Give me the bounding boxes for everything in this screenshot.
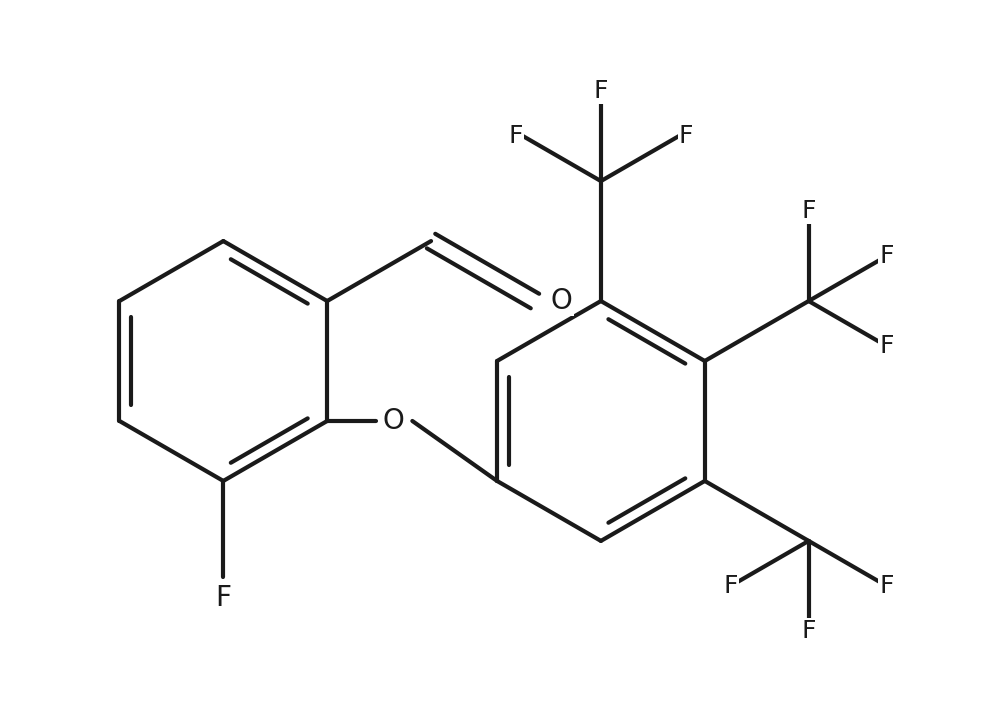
Text: O: O [550,287,572,315]
Text: O: O [382,407,404,435]
Text: F: F [802,199,816,223]
Text: F: F [879,244,893,268]
Text: F: F [879,334,893,358]
Text: F: F [508,124,523,148]
Text: F: F [594,79,609,103]
Text: F: F [802,619,816,643]
Text: F: F [215,585,231,612]
Text: F: F [879,574,893,598]
Text: F: F [679,124,693,148]
Text: F: F [723,574,738,598]
